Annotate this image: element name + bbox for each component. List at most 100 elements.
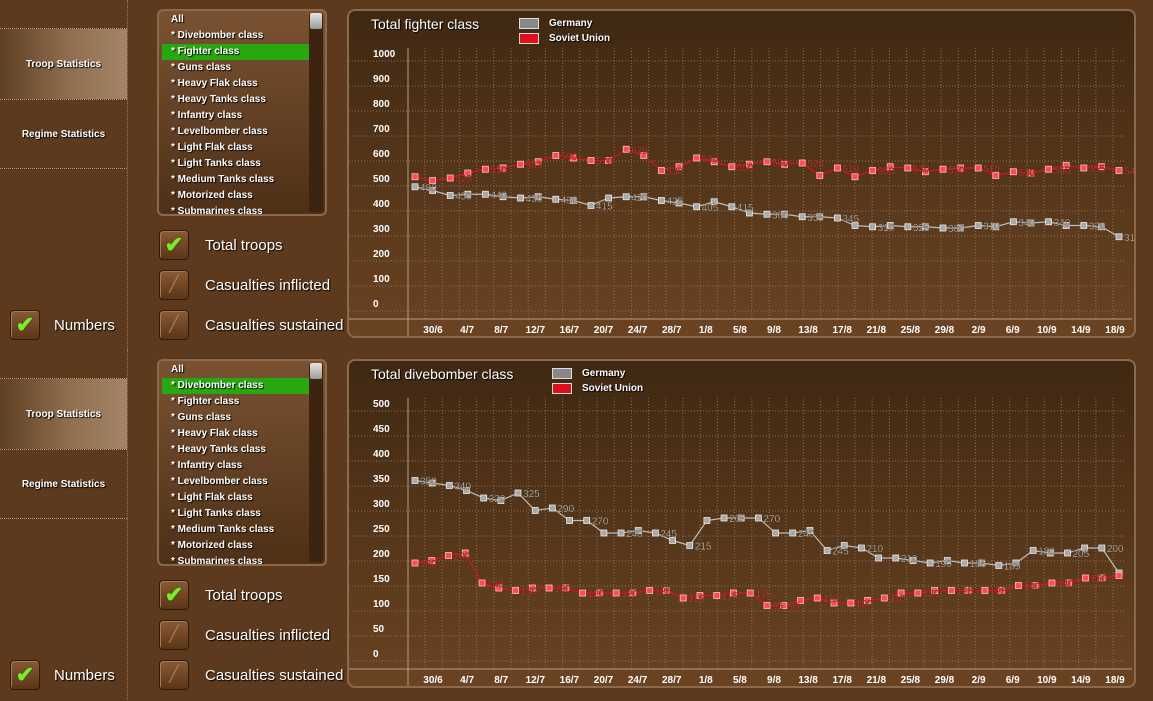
class-list-item[interactable]: * Motorized class (171, 540, 253, 551)
data-point-germany (446, 192, 454, 199)
class-list-item[interactable]: * Submarines class (171, 206, 263, 216)
data-point-soviet (869, 167, 876, 174)
casualties-inflicted-option[interactable]: ╱ Casualties inflicted (159, 270, 330, 300)
class-list-item[interactable]: * Light Flak class (171, 142, 253, 153)
data-point-germany (552, 195, 560, 203)
regime-statistics-button[interactable]: Regime Statistics (21, 128, 106, 140)
data-point-soviet (569, 154, 577, 162)
class-list-item[interactable]: * Infantry class (171, 460, 243, 471)
total-troops-checkbox[interactable]: ✔ (159, 580, 189, 610)
data-point-germany (411, 477, 419, 484)
class-list-item-selected[interactable]: * Fighter class (162, 44, 310, 60)
line-chart: 0 50 100 150 200 250 300 350 400 450 500 30/6 4/7 8/7… (349, 398, 1132, 686)
class-list-item[interactable]: * Medium Tanks class (171, 524, 275, 535)
total-troops-option[interactable]: ✔ Total troops (159, 230, 283, 260)
data-label-soviet: 530 (1018, 168, 1035, 179)
data-label-germany: 320 (489, 494, 506, 505)
data-point-germany (798, 213, 806, 221)
class-list-item[interactable]: * Medium Tanks class (171, 174, 275, 185)
troop-statistics-button[interactable]: Troop Statistics (0, 379, 127, 449)
list-scrollbar[interactable] (309, 13, 323, 212)
class-list-item[interactable]: * Levelbomber class (171, 476, 268, 487)
class-list-item[interactable]: * Heavy Tanks class (171, 444, 266, 455)
x-tick-label: 14/9 (1071, 675, 1091, 686)
class-list-item[interactable]: * Guns class (171, 412, 232, 423)
casualties-inflicted-option[interactable]: ╱ Casualties inflicted (159, 620, 330, 650)
data-point-germany (1012, 559, 1020, 567)
data-label-germany: 240 (798, 529, 815, 540)
x-tick-label: 29/8 (935, 675, 955, 686)
data-label-germany: 270 (592, 517, 609, 528)
class-list-item[interactable]: * Infantry class (171, 110, 243, 121)
scroll-thumb[interactable] (310, 13, 322, 29)
data-point-germany (1064, 549, 1071, 557)
chart-frame: 0 100 200 300 400 500 600 700 800 900 1000 30/6 4/7 8… (347, 9, 1136, 338)
class-list-item[interactable]: * Heavy Flak class (171, 428, 258, 439)
data-point-soviet (1115, 167, 1123, 174)
casualties-sustained-checkbox[interactable]: ╱ (159, 660, 189, 690)
class-list-item-selected[interactable]: * Divebomber class (162, 378, 310, 394)
numbers-checkbox[interactable]: ✔ (10, 310, 40, 340)
numbers-toggle[interactable]: ✔ Numbers (10, 660, 115, 690)
data-point-soviet (461, 549, 469, 557)
class-list-item[interactable]: * Heavy Tanks class (171, 94, 266, 105)
class-list-item[interactable]: * Light Tanks class (171, 508, 261, 519)
data-point-soviet (816, 172, 824, 179)
data-point-soviet (1098, 574, 1106, 582)
class-list-item[interactable]: * Light Tanks class (171, 158, 261, 169)
data-point-germany (1115, 233, 1123, 241)
legend-swatch-soviet (552, 383, 572, 394)
data-label-germany: 340 (1018, 218, 1035, 229)
troop-statistics-button[interactable]: Troop Statistics (0, 29, 127, 99)
casualties-sustained-label: Casualties sustained (205, 666, 344, 684)
class-list-item[interactable]: All (171, 364, 184, 375)
casualties-sustained-checkbox[interactable]: ╱ (159, 310, 189, 340)
data-point-soviet (745, 160, 753, 168)
total-troops-option[interactable]: ✔ Total troops (159, 580, 283, 610)
class-list-item[interactable]: * Heavy Flak class (171, 78, 258, 89)
x-tick-label: 13/8 (798, 675, 818, 686)
regime-statistics-button[interactable]: Regime Statistics (21, 478, 106, 490)
class-list-item[interactable]: * Motorized class (171, 190, 253, 201)
numbers-label: Numbers (54, 666, 115, 684)
casualties-sustained-option[interactable]: ╱ Casualties sustained (159, 660, 343, 690)
casualties-inflicted-checkbox[interactable]: ╱ (159, 620, 189, 650)
data-point-germany (1045, 218, 1052, 226)
class-list-item[interactable]: * Fighter class (171, 396, 240, 407)
numbers-checkbox[interactable]: ✔ (10, 660, 40, 690)
data-point-soviet (478, 579, 486, 587)
data-point-soviet (830, 599, 838, 607)
data-label-germany: 240 (626, 529, 643, 540)
data-point-soviet (528, 584, 536, 592)
class-list-item[interactable]: * Levelbomber class (171, 126, 268, 137)
class-list-item[interactable]: * Submarines class (171, 556, 263, 566)
x-tick-label: 5/8 (733, 675, 747, 686)
class-list-item[interactable]: * Divebomber class (171, 30, 264, 41)
data-point-soviet (964, 587, 972, 594)
class-list-item[interactable]: * Light Flak class (171, 492, 253, 503)
data-point-germany (728, 203, 736, 211)
casualties-sustained-option[interactable]: ╱ Casualties sustained (159, 310, 343, 340)
data-point-soviet (710, 158, 718, 166)
data-point-soviet (922, 168, 929, 176)
casualties-inflicted-checkbox[interactable]: ╱ (159, 270, 189, 300)
scroll-thumb[interactable] (310, 363, 322, 379)
sidebar-divider (0, 99, 127, 100)
class-listbox[interactable]: All * Divebomber class * Fighter class *… (157, 359, 327, 566)
y-tick-label: 100 (373, 599, 390, 610)
data-point-germany (1080, 222, 1088, 229)
data-label-germany: 340 (454, 482, 471, 493)
data-label-soviet: 130 (521, 587, 538, 598)
list-scrollbar[interactable] (309, 363, 323, 562)
data-point-germany (1046, 549, 1054, 557)
class-list-item[interactable]: * Guns class (171, 62, 232, 73)
total-troops-checkbox[interactable]: ✔ (159, 230, 189, 260)
x-tick-label: 28/7 (662, 675, 682, 686)
class-listbox[interactable]: All * Divebomber class * Fighter class *… (157, 9, 327, 216)
numbers-label: Numbers (54, 316, 115, 334)
checkmark-icon: ✔ (15, 662, 35, 687)
numbers-toggle[interactable]: ✔ Numbers (10, 310, 115, 340)
class-list-item[interactable]: All (171, 14, 184, 25)
chart-title: Total divebomber class (371, 366, 514, 382)
data-label-soviet: 120 (755, 589, 772, 600)
